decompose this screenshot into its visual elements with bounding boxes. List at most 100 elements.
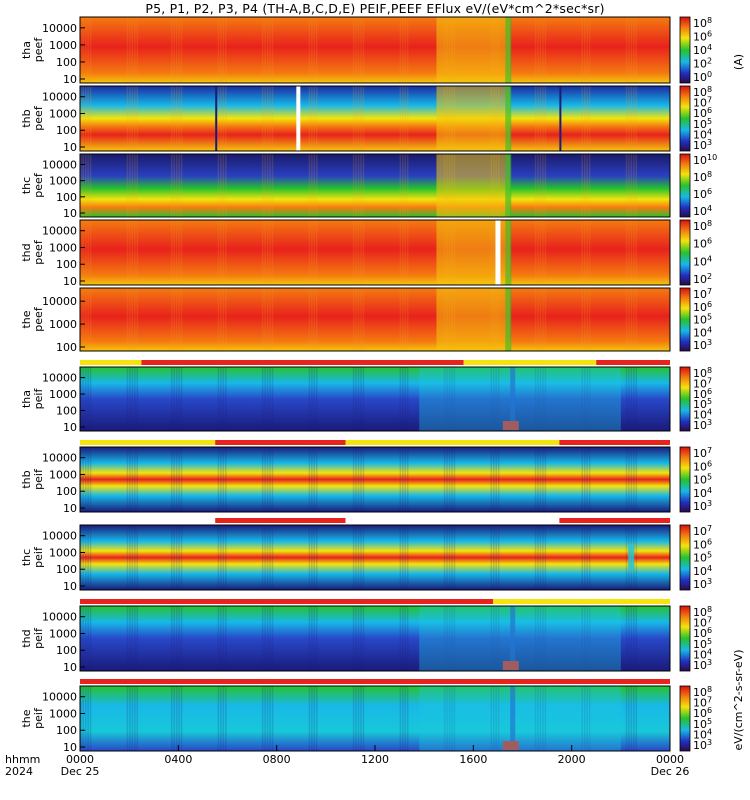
texture-streak	[625, 606, 628, 671]
colorbar	[679, 366, 691, 432]
texture-streak	[89, 606, 92, 671]
texture-streak	[399, 154, 402, 217]
texture-streak	[308, 154, 311, 217]
texture-streak	[134, 525, 136, 590]
y-axis-label: tha	[20, 41, 33, 59]
texture-streak	[313, 447, 316, 512]
texture-streak	[261, 447, 264, 512]
texture-streak	[583, 17, 586, 83]
texture-streak	[357, 154, 360, 217]
texture-streak	[222, 447, 225, 512]
texture-streak	[539, 447, 542, 512]
colorbar-tick-label: 104	[693, 204, 712, 218]
texture-streak	[136, 86, 139, 151]
mode-bar-segment	[215, 440, 346, 445]
texture-streak	[362, 220, 365, 285]
texture-streak	[271, 367, 274, 431]
texture-streak	[225, 606, 227, 671]
texture-streak	[630, 367, 633, 431]
colorbar	[679, 605, 691, 672]
colorbar-tick-label: 102	[693, 272, 712, 286]
texture-streak	[271, 447, 274, 512]
texture-streak	[180, 686, 183, 751]
texture-streak	[217, 686, 220, 751]
texture-streak	[271, 154, 274, 217]
texture-streak	[542, 220, 544, 285]
colorbar	[679, 85, 691, 152]
texture-streak	[537, 525, 539, 590]
texture-streak	[178, 686, 180, 751]
colorbar-tick-label: 107	[693, 696, 712, 710]
y-tick-label: 10	[63, 502, 77, 515]
texture-streak	[583, 606, 586, 671]
colorbar-tick-label: 108	[693, 170, 712, 184]
texture-streak	[586, 367, 588, 431]
texture-streak	[84, 606, 87, 671]
y-axis-label: peif	[32, 546, 45, 568]
texture-streak	[446, 447, 448, 512]
texture-streak	[581, 686, 583, 751]
texture-streak	[357, 686, 360, 751]
texture-streak	[269, 606, 271, 671]
texture-streak	[84, 367, 87, 431]
texture-streak	[222, 86, 225, 151]
texture-streak	[217, 525, 220, 590]
colorbar-unit-label-top: (A)	[732, 54, 745, 70]
texture-streak	[271, 288, 274, 351]
texture-streak	[355, 154, 357, 217]
texture-streak	[89, 525, 92, 590]
texture-streak	[633, 686, 635, 751]
texture-streak	[633, 367, 635, 431]
texture-streak	[544, 288, 547, 351]
texture-streak	[490, 367, 493, 431]
colorbar-tick-label: 108	[693, 605, 712, 619]
colorbar-tick-label: 108	[693, 85, 712, 99]
texture-streak	[170, 367, 173, 431]
y-tick-label: 1000	[49, 546, 77, 559]
texture-streak	[399, 220, 402, 285]
texture-streak	[178, 288, 180, 351]
texture-streak	[261, 220, 264, 285]
y-axis-label: peef	[32, 105, 45, 131]
texture-streak	[173, 686, 175, 751]
texture-streak	[534, 447, 537, 512]
texture-streak	[264, 17, 266, 83]
texture-streak	[126, 288, 129, 351]
colorbar-tick-label: 104	[693, 127, 712, 141]
texture-streak	[316, 525, 318, 590]
colorbar-tick-label: 103	[693, 738, 712, 752]
colorbar-tick-label: 105	[693, 637, 712, 651]
texture-streak	[222, 367, 225, 431]
data-gap	[495, 220, 501, 285]
texture-streak	[625, 288, 628, 351]
spectrogram-thc-peef	[80, 154, 670, 217]
texture-streak	[87, 220, 89, 285]
y-tick-label: 100	[56, 56, 77, 69]
texture-streak	[131, 367, 134, 431]
texture-streak	[217, 154, 220, 217]
texture-streak	[136, 220, 139, 285]
texture-streak	[89, 447, 92, 512]
texture-streak	[443, 525, 446, 590]
texture-streak	[406, 86, 409, 151]
texture-streak	[588, 288, 591, 351]
texture-streak	[497, 367, 500, 431]
texture-streak	[362, 606, 365, 671]
texture-streak	[360, 525, 362, 590]
colorbar-tick-label: 103	[693, 499, 712, 513]
texture-streak	[264, 367, 266, 431]
y-axis-label: thd	[20, 243, 33, 261]
y-tick-label: 10	[63, 207, 77, 220]
data-gap	[296, 86, 301, 151]
y-tick-label: 100	[56, 258, 77, 271]
texture-streak	[542, 288, 544, 351]
colorbar-tick-label: 104	[693, 43, 712, 57]
texture-streak	[87, 686, 89, 751]
colorbar	[679, 16, 691, 84]
plot-frame	[79, 153, 671, 218]
colorbar-tick-label: 105	[693, 397, 712, 411]
event-line	[505, 154, 512, 217]
texture-streak	[131, 86, 134, 151]
texture-streak	[453, 606, 456, 671]
